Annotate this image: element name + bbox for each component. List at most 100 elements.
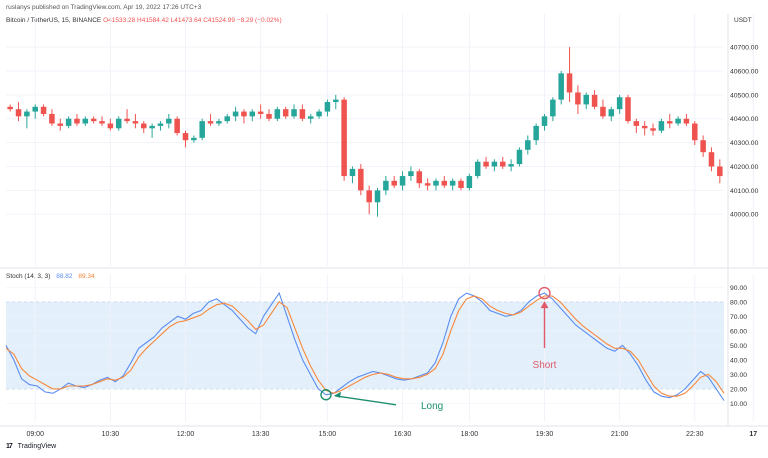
stoch-axis: 10.00 20.00 30.00 40.00 50.00 60.00 70.00 80.00…: [730, 285, 747, 408]
candle-body: [32, 106, 38, 112]
candle-body: [558, 73, 564, 100]
candle-body: [408, 171, 414, 177]
stoch-tick-label: 80.00: [730, 299, 747, 306]
candle-body: [391, 180, 397, 186]
candle-body: [90, 118, 97, 122]
short-signal-circle: [538, 286, 551, 300]
candle-body: [424, 183, 431, 186]
candle-body: [57, 123, 64, 126]
candle-body: [216, 121, 222, 124]
stoch-tick-label: 90.00: [730, 285, 747, 292]
candle-body: [600, 106, 606, 117]
stoch-tick-label: 70.00: [730, 314, 747, 321]
candle-body: [449, 180, 456, 186]
candle-body: [466, 176, 473, 188]
candle-body: [583, 94, 589, 105]
price-axis: 40000.00 40100.00 40200.00 40300.00 40400.00…: [730, 45, 759, 219]
candle-body: [65, 118, 72, 126]
candle-body: [324, 102, 331, 112]
candle-body: [40, 106, 47, 114]
stoch-tick-label: 40.00: [730, 357, 747, 364]
candle-body: [149, 125, 155, 129]
candle-body: [700, 140, 706, 153]
candle-body: [692, 123, 698, 141]
short-arrow-head: [540, 301, 549, 309]
candle-body: [7, 106, 13, 110]
candle-body: [533, 125, 539, 141]
candle-body: [191, 137, 197, 141]
candle-body: [249, 111, 256, 117]
candle-body: [299, 109, 306, 119]
candle-body: [508, 164, 514, 167]
candle-body: [141, 123, 147, 129]
candle-body: [491, 161, 498, 167]
candle-body: [608, 109, 615, 117]
candle-body: [266, 113, 272, 119]
candle-body: [232, 111, 239, 117]
candle-body: [115, 118, 122, 129]
candle-body: [525, 140, 531, 150]
stoch-tick-label: 20.00: [730, 386, 747, 393]
candle-body: [683, 118, 690, 124]
price-tick-label: 40400.00: [730, 116, 759, 123]
stoch-tick-label: 10.00: [730, 401, 747, 408]
candle-body: [675, 118, 681, 124]
candle-body: [474, 161, 481, 177]
price-tick-label: 40300.00: [730, 140, 759, 147]
time-tick-label: 17: [749, 431, 757, 438]
time-tick-label: 15:00: [319, 431, 337, 438]
time-tick-label: 16:30: [394, 431, 412, 438]
time-tick-label: 19:30: [536, 431, 554, 438]
candle-body: [107, 123, 114, 129]
stoch-line-k: [5, 291, 725, 401]
candle-body: [633, 121, 640, 126]
candle-body: [500, 161, 506, 167]
candle-body: [124, 118, 130, 122]
price-tick-label: 40700.00: [730, 45, 759, 52]
candle-body: [625, 97, 631, 122]
price-tick-label: 40200.00: [730, 164, 759, 171]
candle-body: [49, 113, 55, 124]
candle-body: [550, 99, 556, 117]
candle-body: [333, 99, 339, 103]
candle-body: [575, 92, 581, 105]
candle-body: [166, 118, 172, 124]
candle-body: [458, 180, 464, 188]
candle-body: [641, 125, 648, 129]
price-tick-label: 40600.00: [730, 68, 759, 75]
stoch-tick-label: 30.00: [730, 372, 747, 379]
candle-body: [199, 121, 205, 138]
long-label: Long: [421, 401, 443, 412]
candle-body: [383, 180, 389, 191]
candle-body: [516, 149, 523, 165]
long-arrow-line: [334, 395, 397, 406]
candle-body: [24, 111, 30, 117]
candle-body: [316, 111, 322, 117]
price-tick-label: 40000.00: [730, 212, 759, 219]
candle-body: [541, 116, 548, 126]
candle-body: [207, 121, 214, 124]
publish-info: ruslanys published on TradingView.com, A…: [6, 4, 202, 11]
ohlc-values: O41533.28 H41584.42 L41473.64 C41524.99 …: [103, 17, 282, 24]
candle-body: [433, 180, 439, 186]
stoch-line-d: [5, 295, 725, 397]
symbol-name: Bitcoin / TetherUS, 15, BINANCE: [6, 17, 102, 24]
price-grid: [0, 14, 768, 427]
candle-body: [224, 116, 230, 122]
time-tick-label: 10:30: [102, 431, 120, 438]
stoch-tick-label: 50.00: [730, 343, 747, 350]
candle-body: [374, 190, 381, 203]
candle-body: [708, 152, 715, 167]
time-tick-label: 22:30: [686, 431, 704, 438]
candle-body: [174, 118, 180, 134]
candle-body: [157, 123, 164, 126]
candle-body: [717, 166, 723, 177]
candle-body: [591, 94, 598, 107]
candle-body: [291, 109, 297, 117]
candle-body: [616, 97, 623, 110]
candle-body: [650, 128, 656, 131]
stoch-label: Stoch (14, 3, 3): [6, 273, 51, 280]
candles: [7, 47, 723, 217]
stoch-lines: [5, 291, 725, 401]
